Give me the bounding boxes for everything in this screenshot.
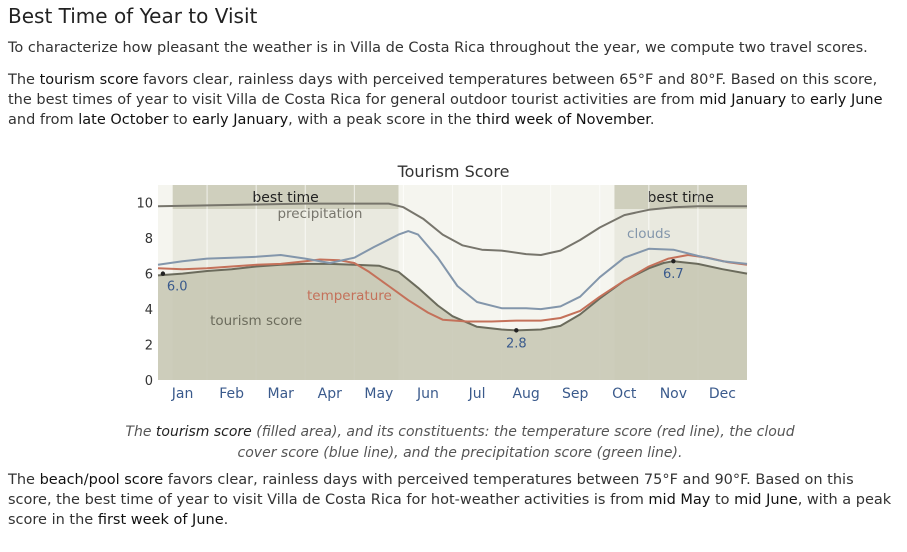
text-segment: . xyxy=(223,512,229,528)
annotation-point xyxy=(160,271,166,276)
intro-paragraph: To characterize how pleasant the weather… xyxy=(8,40,868,56)
text-segment: , with a peak score in the xyxy=(288,112,477,128)
text-segment: favors clear, rainless days with perceiv… xyxy=(8,72,878,108)
keyword-mid-may: mid May xyxy=(648,492,711,508)
y-tick-label: 8 xyxy=(145,232,153,247)
caption-text: The xyxy=(125,424,156,440)
x-tick-label: May xyxy=(364,386,393,402)
annotation-point xyxy=(514,328,519,333)
series-label: temperature xyxy=(307,288,392,304)
annotation-point xyxy=(671,259,676,264)
y-tick-label: 0 xyxy=(145,374,153,389)
keyword-beach-pool-score: beach/pool score xyxy=(39,472,164,488)
precipitation-score-line xyxy=(157,202,747,256)
y-tick-label: 4 xyxy=(145,303,153,318)
tourism-score-paragraph: The tourism score favors clear, rainless… xyxy=(8,70,898,130)
text-segment: to xyxy=(168,112,193,128)
page-title: Best Time of Year to Visit xyxy=(8,4,258,28)
best-time-band-header xyxy=(614,185,747,209)
y-tick-label: 10 xyxy=(136,197,153,212)
series-label: clouds xyxy=(627,226,671,242)
series-label: precipitation xyxy=(277,206,362,222)
x-tick-label: Jul xyxy=(468,386,486,402)
x-tick-label: Jan xyxy=(171,386,194,402)
x-tick-label: Apr xyxy=(318,386,342,402)
best-time-label: best time xyxy=(648,190,714,206)
text-segment: to xyxy=(710,492,735,508)
x-tick-label: Nov xyxy=(660,386,687,402)
chart-caption: The tourism score (filled area), and its… xyxy=(120,422,800,464)
annotation-label: 6.0 xyxy=(167,280,188,295)
keyword-late-october: late October xyxy=(78,112,169,128)
best-time-label: best time xyxy=(252,190,318,206)
text-segment: The xyxy=(8,472,40,488)
caption-keyword-tourism-score: tourism score xyxy=(155,424,252,440)
text-segment: The xyxy=(8,72,40,88)
x-tick-label: Aug xyxy=(512,386,539,402)
keyword-mid-january: mid January xyxy=(699,92,787,108)
text-segment: favors clear, rainless days with perceiv… xyxy=(8,472,854,508)
annotation-label: 2.8 xyxy=(506,336,527,351)
keyword-first-week-june: first week of June xyxy=(97,512,224,528)
keyword-early-january: early January xyxy=(192,112,289,128)
beach-pool-score-paragraph: The beach/pool score favors clear, rainl… xyxy=(8,470,898,530)
annotation-label: 6.7 xyxy=(663,267,684,282)
text-segment: . xyxy=(649,112,655,128)
clouds-score-line xyxy=(157,230,748,311)
keyword-mid-june: mid June xyxy=(734,492,798,508)
chart-title: Tourism Score xyxy=(397,162,510,181)
tourism-score-chart: Tourism Score best time best time 0 2 4 6 8 10 Ja… xyxy=(136,162,748,402)
x-tick-label: Mar xyxy=(267,386,294,402)
text-segment: , with a peak score in the xyxy=(8,492,892,528)
caption-text: (filled area), and its constituents: the… xyxy=(237,424,795,461)
x-tick-label: Feb xyxy=(219,386,244,402)
temperature-score-line xyxy=(157,254,748,323)
keyword-early-june: early June xyxy=(809,92,883,108)
y-tick-label: 6 xyxy=(145,268,153,283)
keyword-tourism-score: tourism score xyxy=(39,72,139,88)
x-tick-label: Oct xyxy=(612,386,637,402)
x-tick-label: Dec xyxy=(709,386,736,402)
y-tick-label: 2 xyxy=(145,339,153,354)
text-segment: to xyxy=(786,92,810,108)
series-label: tourism score xyxy=(210,313,302,329)
x-tick-label: Sep xyxy=(562,386,589,402)
text-segment: and from xyxy=(8,112,79,128)
x-tick-label: Jun xyxy=(416,386,439,402)
keyword-third-week-november: third week of November xyxy=(476,112,650,128)
